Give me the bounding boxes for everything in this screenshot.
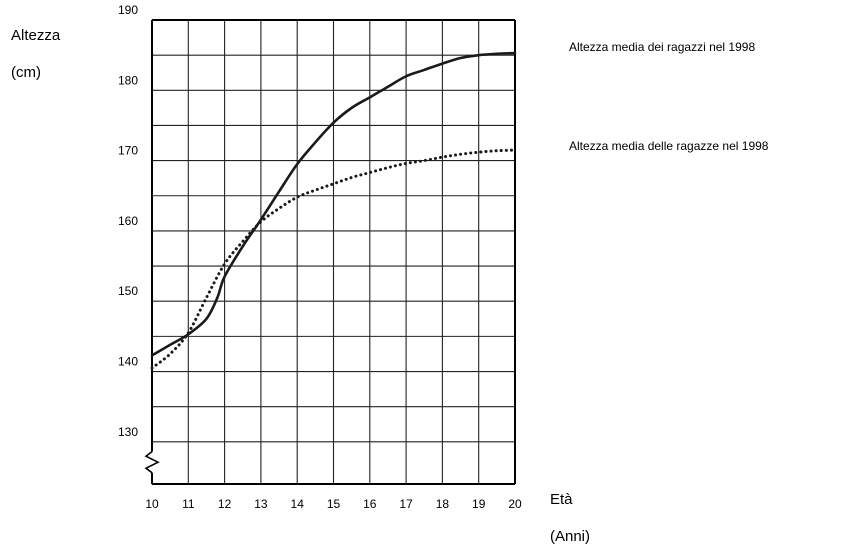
x-tick-label: 13 [254, 497, 268, 511]
y-tick-label: 160 [118, 214, 138, 228]
y-tick-label: 130 [118, 425, 138, 439]
y-tick-label: 140 [118, 355, 138, 369]
y-tick-label: 150 [118, 284, 138, 298]
y-tick-labels: 190 180 170 160 150 140 130 [118, 3, 138, 439]
axis-break-symbol [144, 451, 160, 474]
x-tick-label: 12 [218, 497, 232, 511]
y-tick-label: 170 [118, 144, 138, 158]
y-axis-unit: (cm) [11, 64, 41, 81]
x-tick-label: 14 [291, 497, 305, 511]
x-tick-label: 17 [399, 497, 413, 511]
series-lines [150, 51, 517, 370]
x-tick-labels: 10 11 12 13 14 15 16 17 18 19 20 [145, 497, 522, 511]
y-axis-label: Altezza [11, 27, 61, 44]
plot-frame [151, 19, 516, 485]
series-line-girls [150, 148, 517, 370]
legend-boys: Altezza media dei ragazzi nel 1998 [569, 40, 756, 54]
y-tick-label: 180 [118, 73, 138, 87]
x-tick-label: 16 [363, 497, 377, 511]
series-line-boys [150, 51, 517, 357]
x-tick-label: 15 [327, 497, 341, 511]
legend-girls: Altezza media delle ragazze nel 1998 [569, 139, 769, 153]
x-axis-unit: (Anni) [550, 528, 591, 545]
y-tick-label: 190 [118, 3, 138, 17]
axis-break-zigzag [144, 451, 160, 474]
x-tick-label: 10 [145, 497, 159, 511]
x-tick-label: 11 [182, 497, 195, 511]
x-tick-label: 20 [508, 497, 522, 511]
x-axis-label: Età [550, 491, 573, 508]
x-tick-label: 19 [472, 497, 486, 511]
grid-lines [152, 20, 515, 484]
x-tick-label: 18 [436, 497, 450, 511]
